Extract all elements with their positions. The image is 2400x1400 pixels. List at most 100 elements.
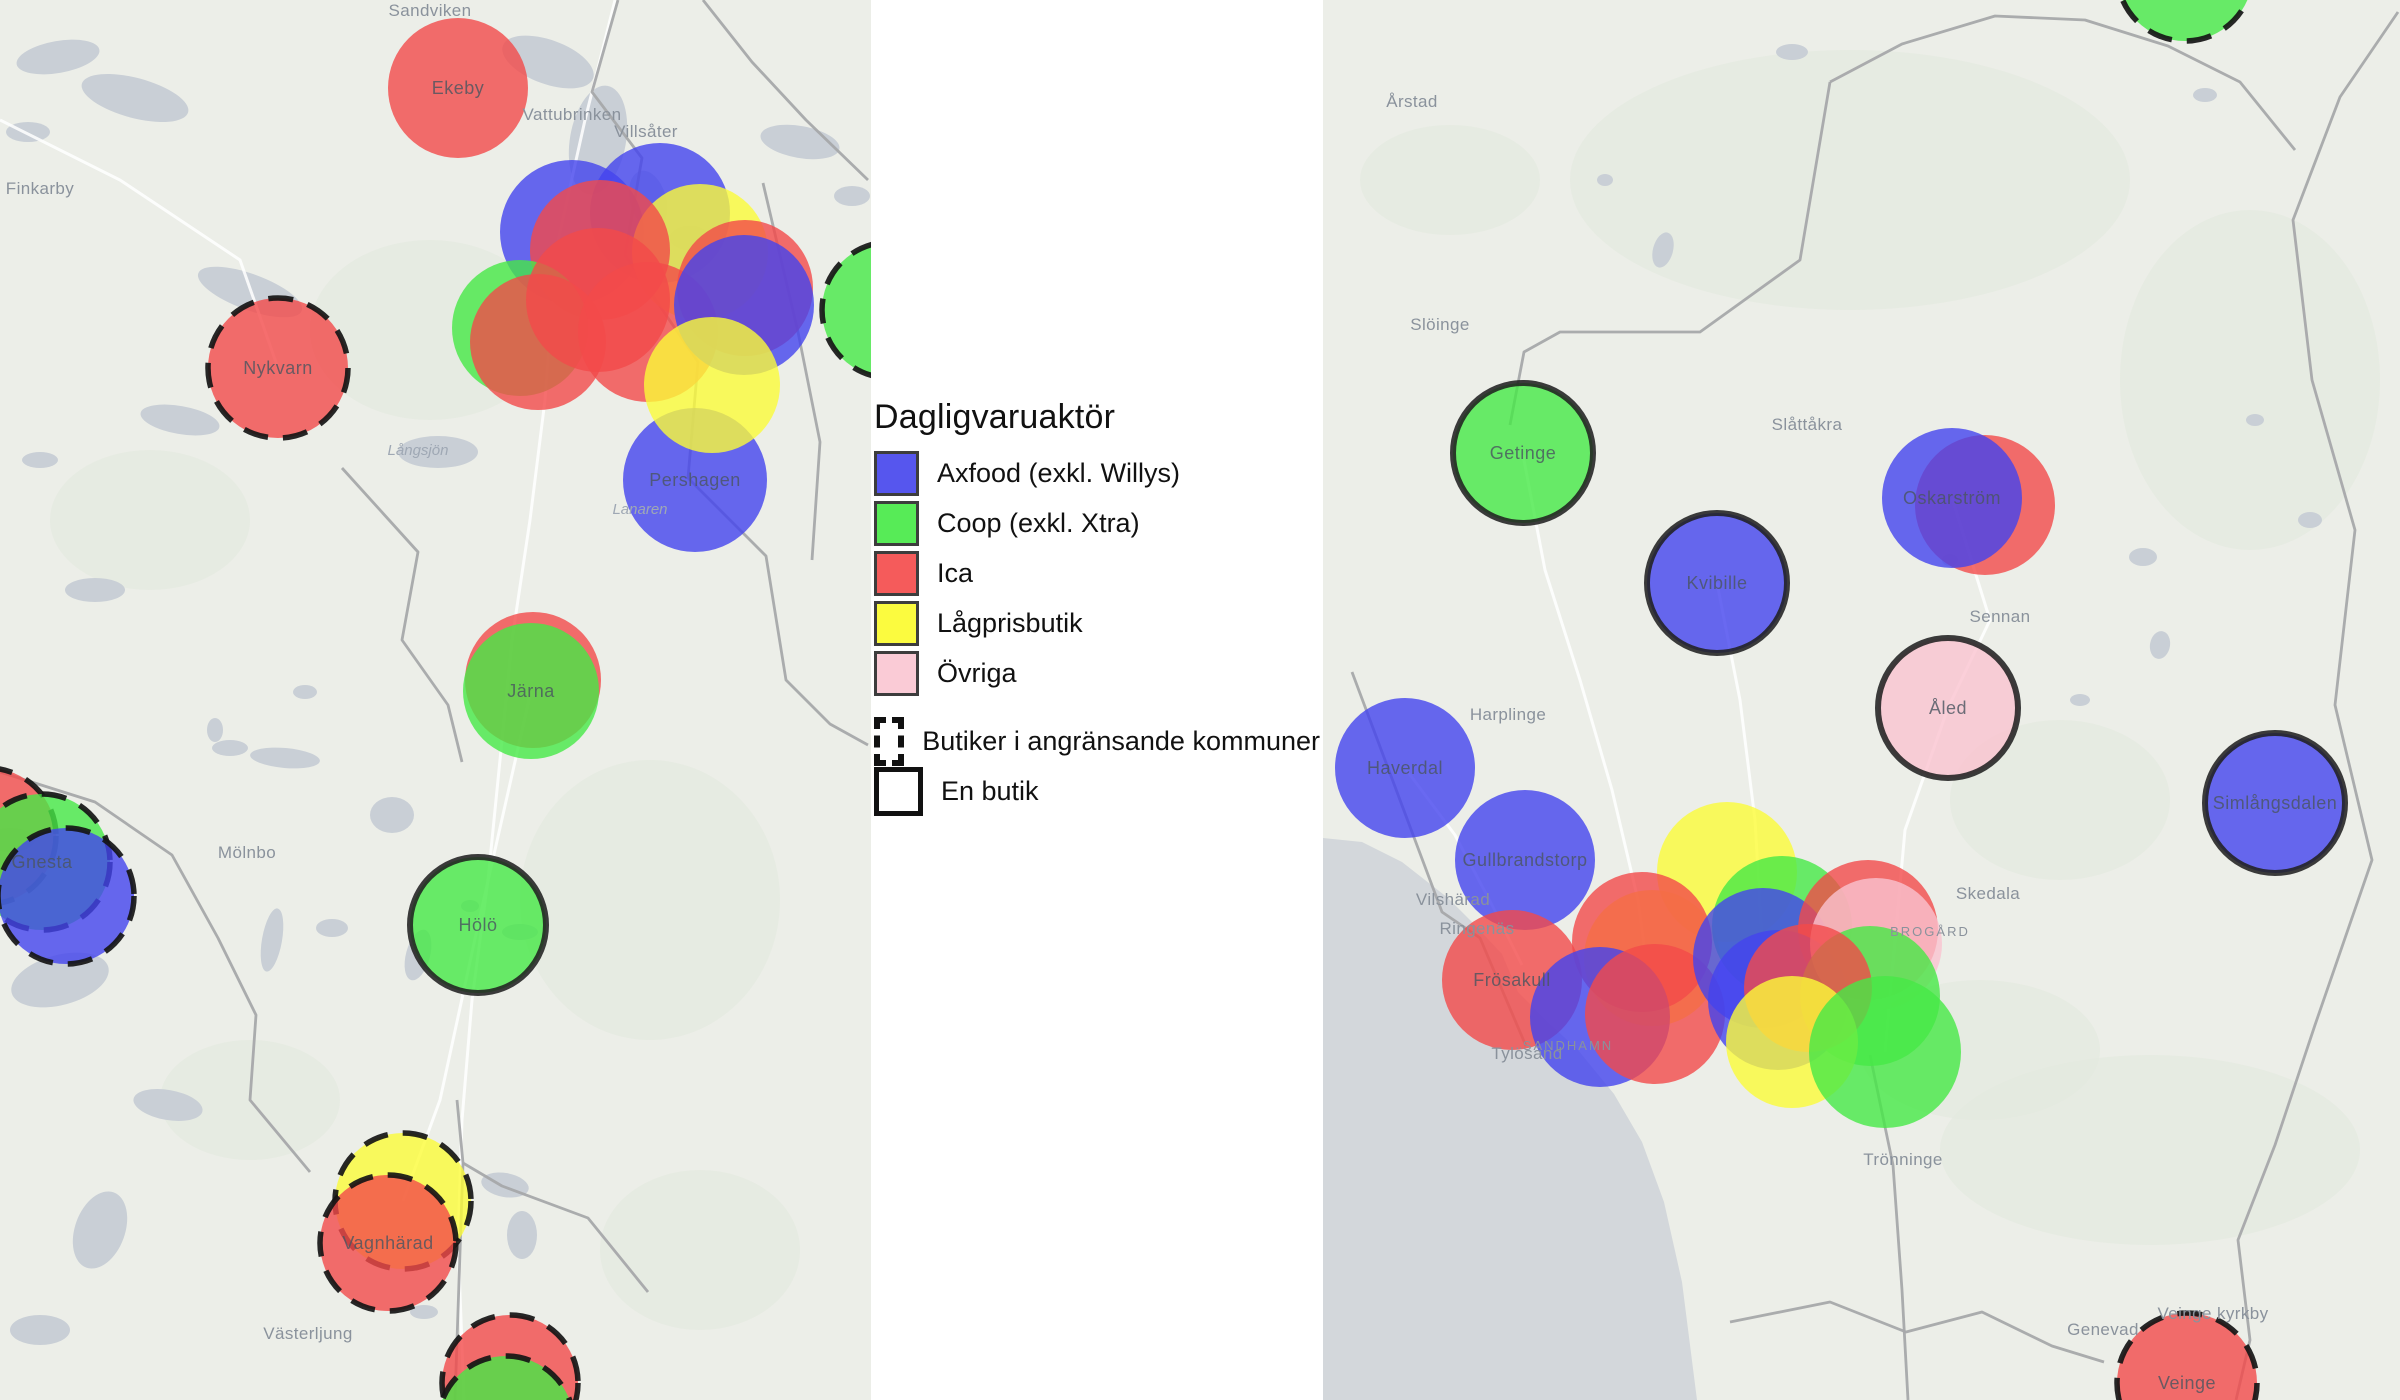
legend-label: En butik xyxy=(941,776,1039,806)
terrain-patch xyxy=(1360,125,1540,235)
town-label: Finkarby xyxy=(6,179,74,198)
legend-swatch-ica xyxy=(874,551,919,596)
lake xyxy=(507,1211,537,1259)
store-circle-blue xyxy=(2202,730,2348,876)
lake xyxy=(316,919,348,937)
legend-item-ovriga: Övriga xyxy=(874,651,1320,696)
store-circle-green xyxy=(407,854,549,996)
store-circle-label: Simlångsdalen xyxy=(2213,793,2338,813)
legend-title: Dagligvaruaktör xyxy=(874,398,1116,436)
lake xyxy=(72,1191,128,1269)
map-right[interactable]: Årstad Slöinge Slåttåkra Sennan Harplinge Vil… xyxy=(1323,0,2400,1400)
store-circle-blue xyxy=(1882,428,2022,568)
legend-items: Axfood (exkl. Willys) Coop (exkl. Xtra) Ic… xyxy=(874,451,1320,816)
town-label: BROGÅRD xyxy=(1890,924,1970,939)
legend-item-coop: Coop (exkl. Xtra) xyxy=(874,501,1320,546)
legend-outline-solid-swatch xyxy=(874,767,923,816)
municipality-boundary xyxy=(1508,81,1832,426)
store-circle-pink xyxy=(1875,635,2021,781)
town-label: Mölnbo xyxy=(218,843,276,862)
lake xyxy=(250,747,320,769)
lake xyxy=(11,952,109,1008)
store-circle-blue xyxy=(1335,698,1475,838)
legend-label: Butiker i angränsande kommuner xyxy=(922,726,1320,756)
store-circle-label: Nykvarn xyxy=(243,358,313,378)
town-label: Västerljung xyxy=(263,1324,352,1343)
town-label: Vilshärad xyxy=(1416,890,1490,909)
municipality-boundary xyxy=(0,770,312,1173)
lake xyxy=(293,685,317,699)
legend-item-angransande: Butiker i angränsande kommuner xyxy=(874,717,1320,766)
store-circle-green xyxy=(819,241,871,379)
town-label: SANDHAMN xyxy=(1523,1038,1613,1053)
legend-label: Ica xyxy=(937,558,974,588)
town-label: Sennan xyxy=(1969,607,2030,626)
lake xyxy=(370,797,414,833)
store-circle-label: Haverdal xyxy=(1367,758,1443,778)
legend-outline-dashed-swatch xyxy=(874,717,905,766)
store-circle-label: Ekeby xyxy=(432,78,485,98)
legend-label: Coop (exkl. Xtra) xyxy=(937,508,1140,538)
store-circle-yellow xyxy=(644,317,780,453)
lake xyxy=(2129,548,2157,566)
lake xyxy=(1652,232,1674,268)
town-label: Genevad xyxy=(2067,1320,2139,1339)
legend-swatch-axfood xyxy=(874,451,919,496)
store-circle-label: Veinge xyxy=(2158,1373,2216,1393)
legend-spacer xyxy=(874,701,1320,719)
lake xyxy=(22,452,58,468)
terrain-patch xyxy=(600,1170,800,1330)
legend-label: Övriga xyxy=(937,658,1017,688)
lake xyxy=(207,718,223,742)
store-circle-label: Frösakull xyxy=(1473,970,1551,990)
municipality-boundary xyxy=(1829,14,2297,151)
legend-item-enbutik: En butik xyxy=(874,767,1320,816)
lake xyxy=(398,436,478,468)
town-label: Årstad xyxy=(1386,92,1438,111)
lake xyxy=(16,39,100,75)
municipality-boundary xyxy=(701,0,869,182)
store-circle-label: Oskarström xyxy=(1903,488,2001,508)
legend-label: Axfood (exkl. Willys) xyxy=(937,458,1181,488)
town-label: Skedala xyxy=(1956,884,2020,903)
lake xyxy=(2298,512,2322,528)
lake-label: Lanaren xyxy=(612,501,667,518)
legend-item-ica: Ica xyxy=(874,551,1320,596)
lake xyxy=(2193,88,2217,102)
store-circle-red xyxy=(388,18,528,158)
lake xyxy=(260,908,284,972)
legend: Dagligvaruaktör Axfood (exkl. Willys) Coo… xyxy=(874,398,1320,819)
store-circle-green xyxy=(1809,976,1961,1128)
municipality-boundary xyxy=(340,467,464,763)
store-circle-green xyxy=(463,623,599,759)
legend-swatch-lagprisbutik xyxy=(874,601,919,646)
legend-swatch-ovriga xyxy=(874,651,919,696)
municipality-boundary xyxy=(1729,1300,2105,1364)
municipality-boundary xyxy=(462,1161,650,1293)
lake xyxy=(81,74,189,122)
store-circle-label: Vagnhärad xyxy=(342,1233,433,1253)
lake xyxy=(834,186,870,206)
store-circle-label: Kvibille xyxy=(1686,573,1747,593)
municipality-boundary xyxy=(2234,11,2400,1400)
store-circle-green xyxy=(2119,0,2251,44)
terrain-patch xyxy=(520,760,780,1040)
town-label: Vattubrinken xyxy=(523,105,622,124)
store-circle-red xyxy=(2114,1310,2260,1400)
town-label: Ringenäs xyxy=(1439,919,1514,938)
store-circle-blue xyxy=(1644,510,1790,656)
town-label: Veinge kyrkby xyxy=(2157,1304,2268,1323)
town-label: Slåttåkra xyxy=(1772,415,1843,434)
store-circle-green xyxy=(439,1353,573,1400)
store-circle-label: Järna xyxy=(507,681,555,701)
lake xyxy=(133,1089,203,1121)
lake xyxy=(10,1315,70,1345)
store-circle-label: Getinge xyxy=(1490,443,1557,463)
terrain-patch xyxy=(50,450,250,590)
store-circle-red xyxy=(1585,944,1725,1084)
store-circle-blue xyxy=(0,825,137,967)
lake xyxy=(2149,631,2171,659)
legend-item-lagprisbutik: Lågprisbutik xyxy=(874,601,1320,646)
legend-swatch-coop xyxy=(874,501,919,546)
